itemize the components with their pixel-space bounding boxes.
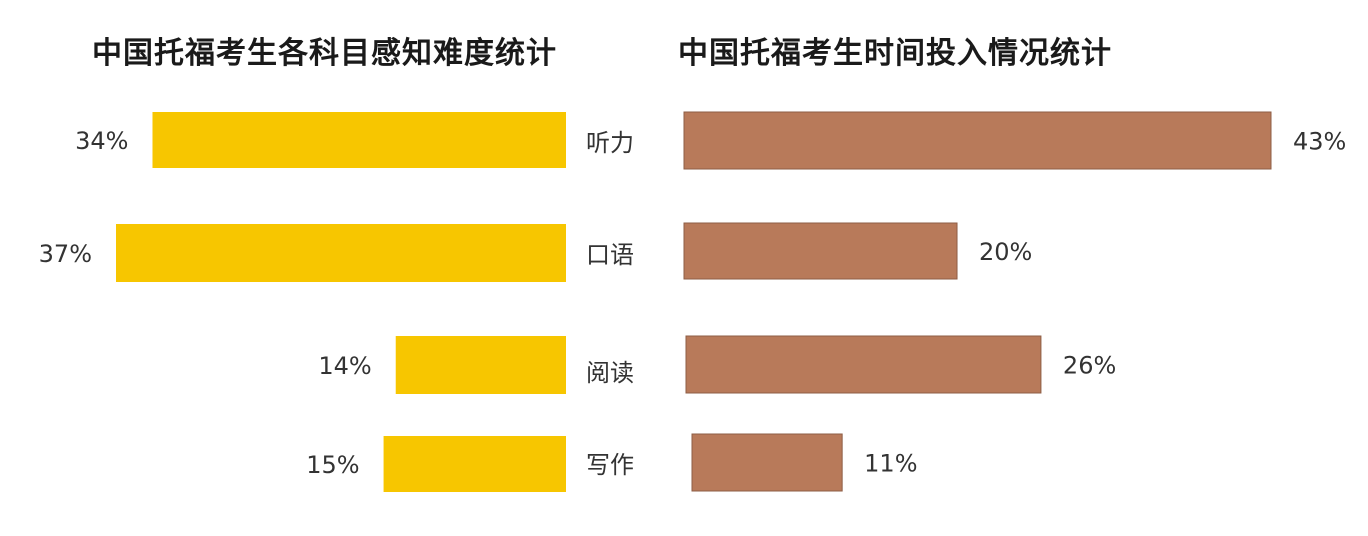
right-chart-title: 中国托福考生时间投入情况统计 [678, 36, 1112, 71]
difficulty-bar-4 [383, 436, 566, 492]
difficulty-value-label-1: 34% [75, 127, 128, 155]
time-bar-1 [683, 111, 1272, 170]
category-label-4: 写作 [586, 451, 634, 479]
left-chart-title: 中国托福考生各科目感知难度统计 [92, 36, 557, 71]
time-bar-4 [691, 433, 843, 492]
time-bar-2 [683, 222, 958, 280]
difficulty-value-label-3: 14% [318, 352, 371, 380]
difficulty-bar-3 [395, 336, 566, 394]
difficulty-bar-1 [152, 112, 566, 168]
time-value-label-3: 26% [1063, 352, 1116, 380]
time-value-label-1: 43% [1293, 128, 1346, 156]
time-bar-3 [685, 335, 1042, 394]
time-value-label-2: 20% [979, 238, 1032, 266]
difficulty-value-label-2: 37% [39, 240, 92, 268]
category-label-1: 听力 [586, 129, 634, 157]
difficulty-bar-2 [116, 224, 566, 282]
difficulty-value-label-4: 15% [306, 451, 359, 479]
category-label-3: 阅读 [586, 359, 634, 387]
category-label-2: 口语 [586, 241, 634, 269]
time-value-label-4: 11% [864, 450, 917, 478]
